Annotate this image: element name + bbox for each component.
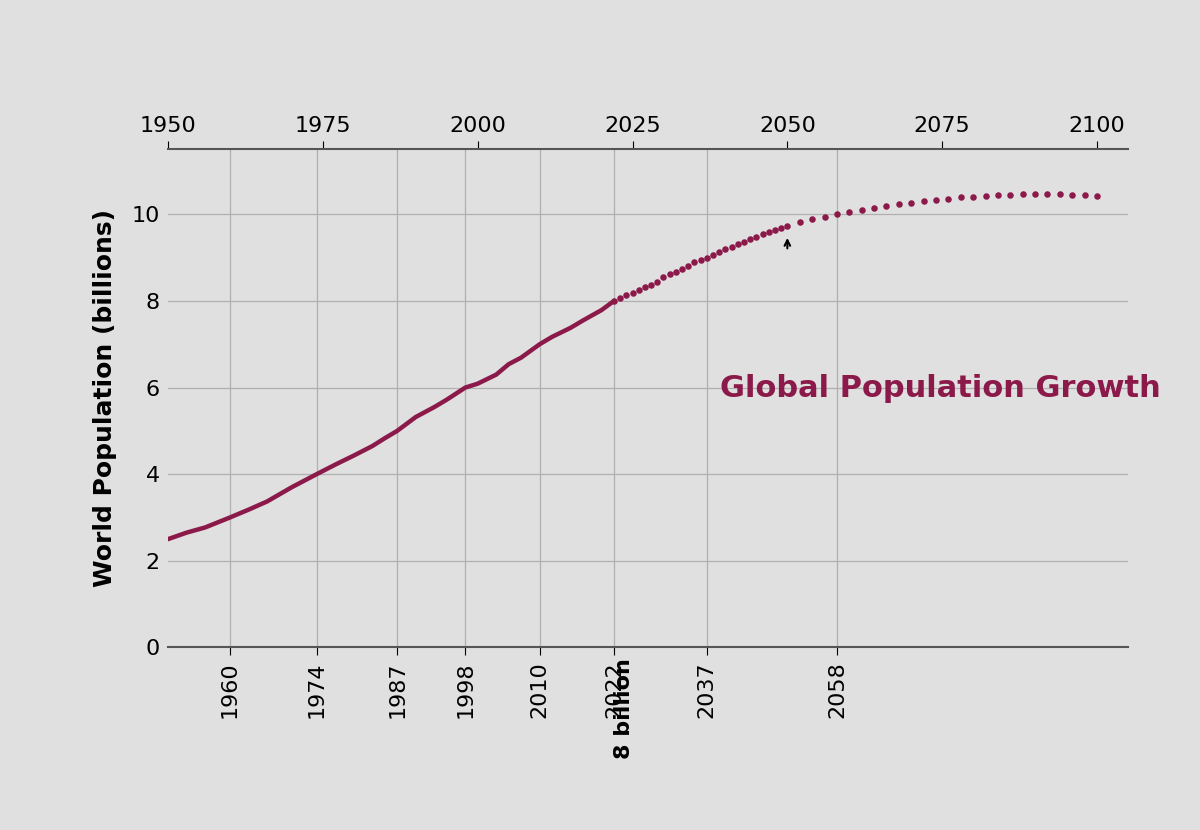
Point [654,271,673,284]
Point [685,256,704,269]
Point [790,216,809,229]
Point [914,195,934,208]
Point [605,295,624,308]
Point [803,212,822,226]
Text: Global Population Growth: Global Population Growth [720,374,1160,403]
Point [1063,188,1082,202]
Point [752,227,772,241]
Point [952,191,971,204]
Point [635,281,654,294]
Point [815,210,834,223]
Point [697,251,716,264]
Point [611,290,630,304]
Point [852,203,871,217]
Point [778,219,797,232]
Point [617,288,636,301]
Point [709,246,728,259]
Y-axis label: World Population (billions): World Population (billions) [94,209,118,588]
Point [901,196,920,209]
Point [976,189,995,203]
Point [1013,188,1032,201]
Point [648,276,667,289]
Point [679,260,698,273]
Point [660,267,679,281]
Point [877,199,896,212]
Point [728,237,748,251]
Point [623,286,642,300]
Point [642,278,661,291]
Point [926,193,946,207]
Point [734,235,754,248]
Point [703,248,722,261]
Point [989,188,1008,202]
Point [772,221,791,234]
Point [827,208,846,221]
Point [766,223,785,237]
Point [1026,188,1045,201]
Point [1038,188,1057,201]
Point [1087,189,1106,203]
Point [864,201,883,214]
Point [1050,188,1069,201]
Point [1001,188,1020,202]
Point [629,283,648,296]
Point [691,253,710,266]
Point [666,265,685,278]
Text: 8 billion: 8 billion [614,658,634,759]
Point [722,240,742,253]
Point [938,192,958,205]
Point [889,198,908,211]
Point [760,226,779,239]
Point [740,232,760,246]
Point [840,206,859,219]
Point [672,262,691,276]
Point [716,243,736,256]
Point [746,230,766,243]
Point [1075,188,1094,202]
Point [964,190,983,203]
